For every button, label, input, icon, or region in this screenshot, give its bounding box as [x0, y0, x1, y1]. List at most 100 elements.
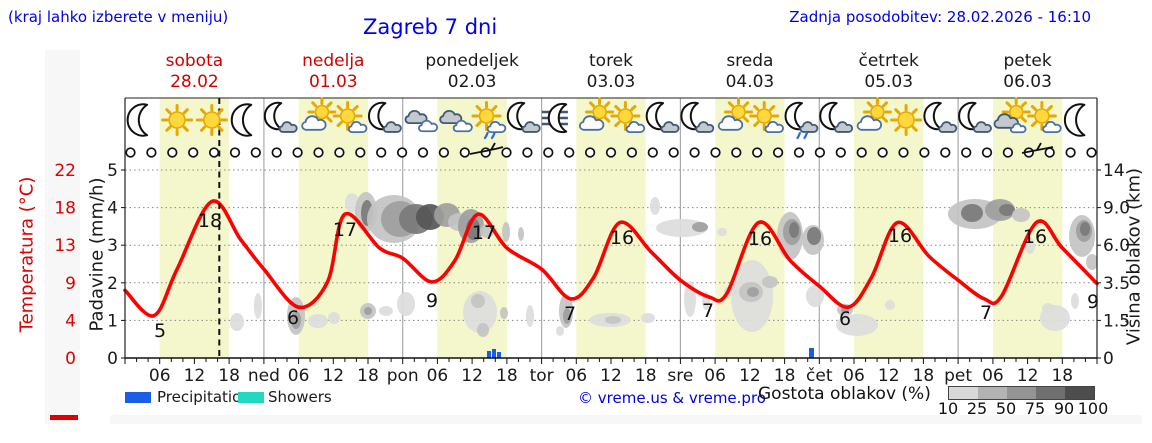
- temperature-color-mark: [50, 415, 78, 420]
- weather-icon-moon: [230, 103, 253, 137]
- drizzle-icon: [483, 131, 496, 140]
- sun-ray: [614, 105, 621, 112]
- sun-ray: [753, 120, 760, 127]
- wind-calm-symbol: [564, 147, 575, 158]
- x-hour-label: 06: [565, 366, 587, 386]
- cloud-density-gradient-bar: [948, 386, 1095, 400]
- weather-icon-sun-cloud: [610, 101, 646, 134]
- wind-calm-symbol: [459, 147, 470, 158]
- temperature-extreme-label: 7: [702, 300, 714, 322]
- weather-icon-sun: [195, 104, 228, 136]
- cloud-layer: [230, 192, 1097, 337]
- x-hour-label: 06: [704, 366, 726, 386]
- wind-calm-symbol: [752, 147, 763, 158]
- weather-icon-moon-cloud: [923, 101, 958, 133]
- cloud-blob: [1071, 293, 1079, 309]
- sun-icon: [617, 108, 634, 124]
- weather-icon-moon-cloud: [506, 101, 541, 133]
- wind-calm-symbol: [292, 147, 303, 158]
- cloud-icon: [578, 115, 605, 131]
- sun-ray: [311, 101, 318, 108]
- wind-calm-symbol: [543, 147, 554, 158]
- sun-icon: [897, 111, 915, 129]
- moon-icon: [506, 101, 526, 131]
- temperature-curve: [123, 199, 1099, 318]
- x-day-label: pet: [944, 366, 972, 386]
- cloud-blob: [692, 222, 708, 232]
- x-hour-label: 18: [635, 366, 657, 386]
- wind-calm-symbol: [668, 147, 679, 158]
- temperature-extreme-label: 7: [980, 302, 992, 324]
- x-hour-label: 12: [322, 366, 344, 386]
- wind-calm-symbol: [438, 147, 450, 158]
- temperature-extreme-label: 17: [333, 219, 357, 241]
- sun-ray: [743, 101, 750, 108]
- moon-icon: [645, 101, 665, 131]
- cloud-blob: [563, 308, 571, 324]
- day-name: ponedeljek: [425, 51, 519, 71]
- left-axis-strip: [45, 50, 80, 424]
- wind-calm-symbol: [814, 147, 826, 158]
- cloud-blob: [999, 204, 1015, 216]
- cloud-blob: [502, 222, 510, 242]
- x-hour-label: 18: [913, 366, 935, 386]
- cloud-blob: [397, 292, 415, 316]
- cloud-density-segment: [1007, 387, 1036, 399]
- cloud-blob: [254, 293, 262, 319]
- moon-icon: [263, 101, 283, 131]
- temperature-extreme-label: 18: [198, 210, 222, 232]
- cloud-density-tick: 90: [1053, 399, 1075, 418]
- sun-ray: [1030, 105, 1038, 112]
- sun-ray: [881, 116, 888, 123]
- wind-calm-symbol: [501, 147, 512, 158]
- cloud-blob: [1080, 222, 1090, 236]
- cloud-icon: [973, 121, 992, 133]
- temperature-extreme-label: 9: [1087, 291, 1099, 313]
- sun-ray: [866, 101, 873, 108]
- weather-icon-cloud-sun: [301, 97, 337, 131]
- day-date: 06.03: [1003, 72, 1052, 92]
- cloud-icon: [834, 121, 854, 133]
- cloud-icon: [486, 121, 507, 134]
- wind-calm-symbol: [940, 147, 951, 158]
- day-name: nedelja: [302, 51, 364, 71]
- sun-ray: [326, 116, 333, 123]
- cloud-blob: [1012, 208, 1030, 222]
- x-hour-label: 12: [461, 366, 483, 386]
- sun-ray: [1005, 101, 1012, 108]
- drizzle-icon: [796, 131, 809, 140]
- moon-icon: [1063, 103, 1086, 137]
- cloud-density-segment: [978, 387, 1007, 399]
- precipitation-bar: [487, 351, 491, 358]
- page-title: Zagreb 7 dni: [363, 15, 498, 39]
- precipitation-legend-swatch: [125, 392, 151, 403]
- weather-icon-cloud-sun: [578, 97, 615, 131]
- wind-calm-symbol: [1086, 147, 1097, 158]
- weather-icon-cloud-sun-gray: [993, 97, 1031, 134]
- wind-calm-symbol: [334, 147, 345, 158]
- cloud-height-tick-label: 3.5: [1103, 274, 1130, 294]
- cloud-blob: [471, 294, 485, 308]
- temperature-extreme-label: 7: [564, 303, 576, 325]
- precipitation-tick-label: 2: [107, 274, 118, 294]
- cloud-blob: [230, 313, 244, 331]
- wind-calm-symbol: [1044, 147, 1055, 158]
- moon-icon: [819, 101, 838, 131]
- x-hour-label: 12: [739, 366, 761, 386]
- cloud-density-tick: 50: [995, 399, 1017, 418]
- x-hour-label: 18: [774, 366, 796, 386]
- x-hour-label: 06: [149, 366, 171, 386]
- precipitation-tick-label: 5: [107, 161, 118, 181]
- x-hour-label: 06: [982, 366, 1004, 386]
- weather-icon-sun-cloud: [471, 101, 507, 140]
- wind-calm-symbol: [417, 147, 429, 158]
- moon-icon: [367, 101, 387, 131]
- sun-ray: [614, 120, 621, 127]
- weather-icon-sun: [890, 104, 923, 136]
- cloud-blob: [789, 222, 799, 238]
- moon-icon: [958, 101, 977, 131]
- copyright-link[interactable]: © vreme.us & vreme.pro: [578, 389, 766, 407]
- cloud-icon: [452, 119, 473, 133]
- x-hour-label: 18: [357, 366, 379, 386]
- wind-calm-symbol: [313, 147, 324, 158]
